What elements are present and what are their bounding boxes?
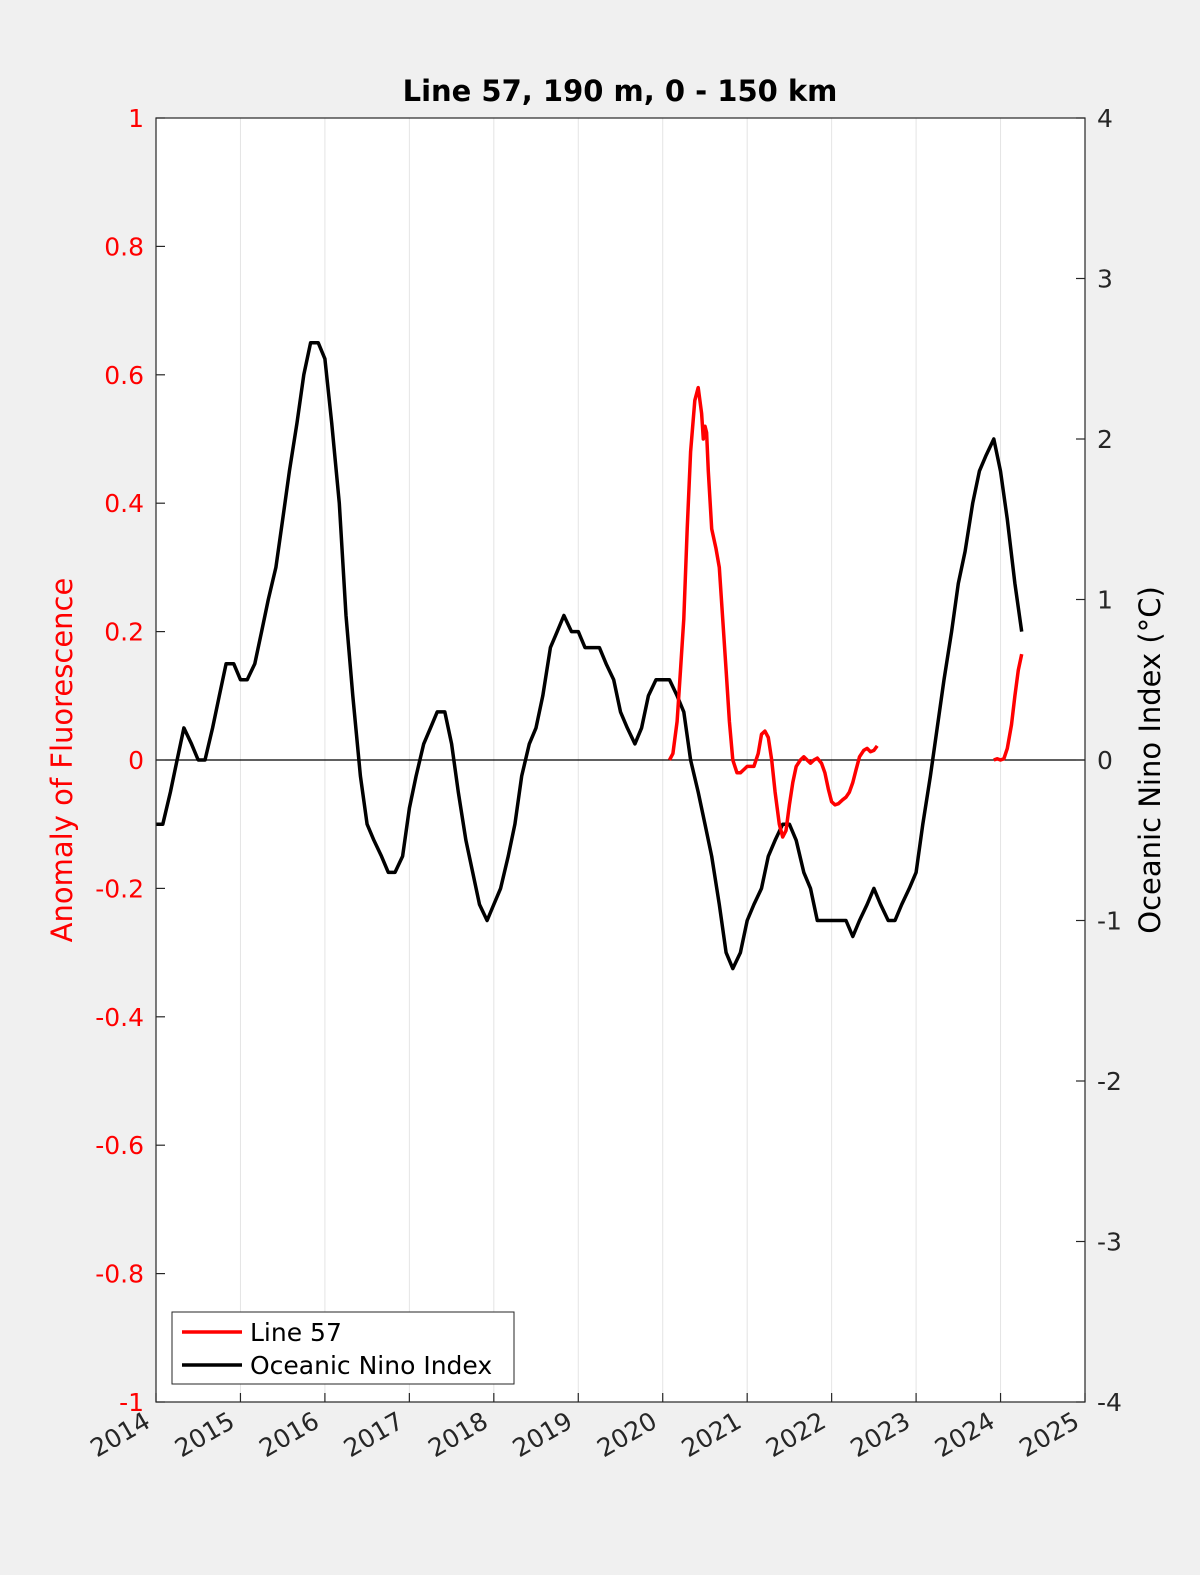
chart-title: Line 57, 190 m, 0 - 150 km [403, 74, 838, 108]
y-left-tick-label: -1 [119, 1388, 144, 1417]
legend-label-oni: Oceanic Nino Index [250, 1351, 492, 1380]
y-axis-right-label: Oceanic Nino Index (°C) [1133, 586, 1167, 934]
legend-box [171, 1311, 515, 1385]
y-right-tick-label: -1 [1097, 907, 1122, 936]
y-left-tick-label: -0.6 [95, 1131, 144, 1160]
series-line-oceanic-nino-index-segment-0 [156, 340, 1024, 971]
y-left-tick-label: 1 [128, 104, 144, 133]
y-right-tick-label: -3 [1097, 1228, 1122, 1257]
y-right-tick-label: 2 [1097, 425, 1113, 454]
y-axis-left-label: Anomaly of Fluorescence [45, 578, 79, 943]
y-right-tick-label: -2 [1097, 1067, 1122, 1096]
y-left-tick-label: 0.2 [104, 618, 144, 647]
y-left-tick-label: 0 [128, 746, 144, 775]
y-left-tick-label: -0.2 [95, 874, 144, 903]
y-left-tick-label: 0.6 [104, 361, 144, 390]
y-left-tick-label: -0.4 [95, 1003, 144, 1032]
y-right-tick-label: 1 [1097, 586, 1113, 615]
legend-label-line-57: Line 57 [250, 1318, 342, 1347]
y-left-tick-label: -0.8 [95, 1260, 144, 1289]
y-right-tick-label: 4 [1097, 104, 1113, 133]
series-line-line-57-segment-1 [993, 653, 1024, 762]
y-left-tick-label: 0.4 [104, 489, 144, 518]
legend: Line 57 Oceanic Nino Index [171, 1311, 515, 1385]
series-layer [156, 340, 1024, 971]
y-left-tick-label: 0.8 [104, 232, 144, 261]
y-right-tick-label: -4 [1097, 1388, 1122, 1417]
y-right-tick-label: 3 [1097, 265, 1113, 294]
series-line-line-57-segment-0 [667, 385, 879, 839]
y-right-tick-label: 0 [1097, 746, 1113, 775]
